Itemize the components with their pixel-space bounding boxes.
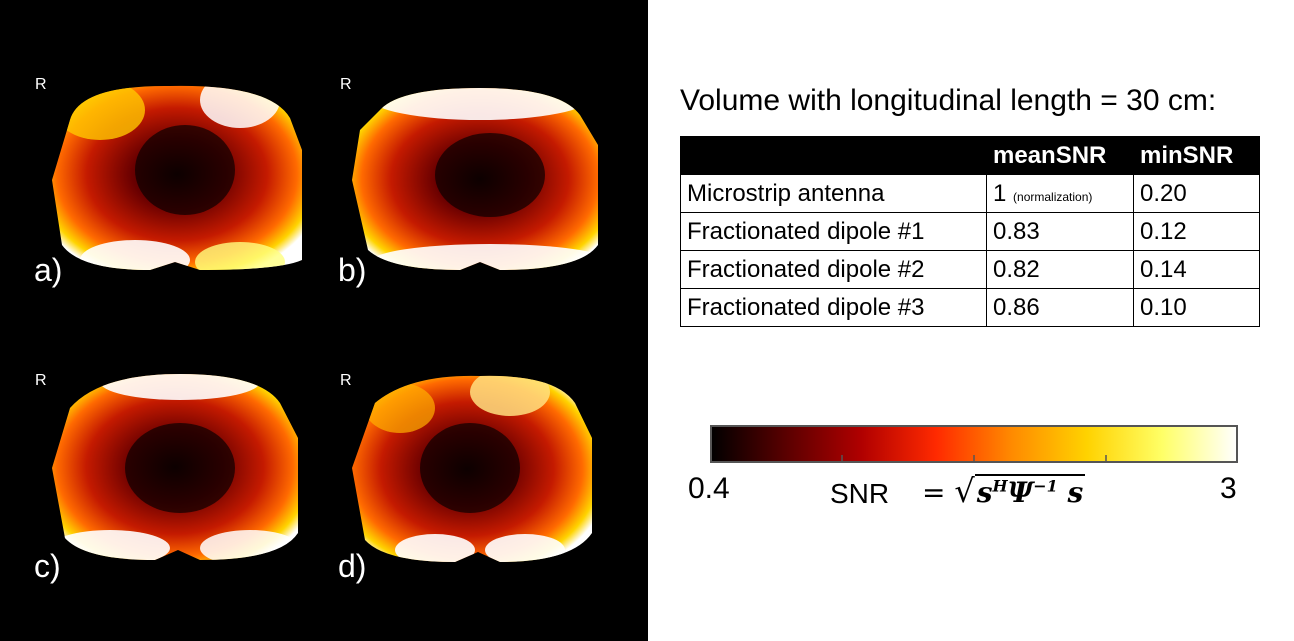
- row-name: Fractionated dipole #3: [680, 288, 987, 327]
- snr-formula: = √sHΨ−1 s: [922, 472, 1086, 510]
- header-meansnr: meanSNR: [986, 136, 1134, 175]
- header-name: [680, 136, 987, 175]
- table-header-row: meanSNR minSNR: [680, 136, 1260, 175]
- formula-s2: s: [1067, 476, 1084, 509]
- snr-map-a: R a): [34, 70, 310, 310]
- header-minsnr: minSNR: [1133, 136, 1260, 175]
- formula-s: s: [976, 476, 993, 509]
- snr-map-a-image: [52, 85, 302, 271]
- row-min: 0.20: [1133, 174, 1260, 213]
- row-min: 0.12: [1133, 212, 1260, 251]
- snr-map-b: R b): [338, 70, 610, 310]
- formula-inverse: −1: [1033, 476, 1058, 496]
- orientation-label-d: R: [340, 372, 352, 389]
- row-mean-value: 1: [993, 179, 1007, 207]
- snr-map-d: R d): [338, 368, 610, 608]
- row-mean: 1 (normalization): [986, 174, 1134, 213]
- snr-map-c: R c): [34, 368, 310, 608]
- table-row: Microstrip antenna 1 (normalization) 0.2…: [680, 174, 1260, 213]
- orientation-label-c: R: [35, 372, 47, 389]
- snr-label: SNR: [830, 478, 890, 509]
- formula-radicand: sHΨ−1 s: [974, 474, 1086, 509]
- colorbar-min-label: 0.4: [688, 472, 730, 505]
- row-name: Fractionated dipole #1: [680, 212, 987, 251]
- formula-equals: =: [922, 476, 946, 509]
- table-title: Volume with longitudinal length = 30 cm:: [680, 84, 1217, 117]
- panel-letter-b: b): [338, 252, 367, 288]
- row-name: Microstrip antenna: [680, 174, 987, 213]
- table-row: Fractionated dipole #1 0.83 0.12: [680, 212, 1260, 251]
- snr-map-c-image: [52, 374, 298, 560]
- row-mean: 0.86: [986, 288, 1134, 327]
- row-mean-note: (normalization): [1013, 189, 1093, 204]
- snr-maps-area: R a) R b): [0, 0, 648, 641]
- snr-map-d-image: [352, 375, 592, 562]
- formula-psi: Ψ: [1007, 476, 1034, 509]
- colorbar-gradient: [710, 425, 1238, 463]
- orientation-label-b: R: [340, 76, 352, 93]
- formula-hermitian: H: [992, 476, 1008, 496]
- snr-table: meanSNR minSNR Microstrip antenna 1 (nor…: [680, 136, 1260, 327]
- row-min: 0.14: [1133, 250, 1260, 289]
- row-name: Fractionated dipole #2: [680, 250, 987, 289]
- panel-letter-d: d): [338, 548, 367, 584]
- colorbar: [710, 425, 1238, 465]
- snr-map-b-image: [352, 88, 598, 270]
- table-row: Fractionated dipole #3 0.86 0.10: [680, 288, 1260, 327]
- colorbar-max-label: 3: [1220, 472, 1237, 505]
- row-mean: 0.82: [986, 250, 1134, 289]
- row-min: 0.10: [1133, 288, 1260, 327]
- panel-letter-c: c): [34, 548, 61, 584]
- table-row: Fractionated dipole #2 0.82 0.14: [680, 250, 1260, 289]
- panel-letter-a: a): [34, 252, 63, 288]
- row-mean: 0.83: [986, 212, 1134, 251]
- orientation-label-a: R: [35, 76, 47, 93]
- formula-radical: √: [954, 472, 975, 510]
